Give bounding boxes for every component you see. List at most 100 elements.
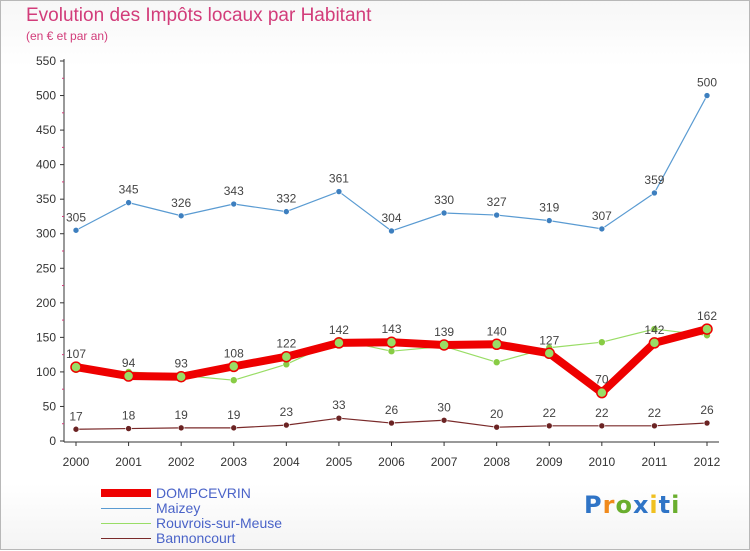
data-point	[175, 370, 187, 383]
x-tick-label: 2007	[431, 455, 458, 469]
data-label: 332	[276, 192, 296, 206]
data-label: 359	[644, 173, 664, 187]
data-point	[177, 424, 185, 432]
proxiti-logo: Proxiti	[584, 491, 680, 519]
y-tick-label: 400	[36, 158, 56, 172]
data-label: 139	[434, 325, 454, 339]
data-point	[283, 421, 290, 429]
data-point	[651, 189, 658, 197]
data-point	[388, 419, 395, 427]
data-point	[493, 211, 500, 219]
data-point	[335, 414, 343, 422]
data-label: 20	[490, 407, 504, 421]
data-label: 305	[66, 210, 86, 224]
data-point	[492, 358, 501, 367]
x-tick-label: 2003	[220, 455, 247, 469]
data-label: 140	[487, 324, 507, 338]
data-point	[125, 199, 132, 206]
y-tick-label: 200	[36, 296, 56, 310]
data-point	[177, 212, 185, 220]
data-label: 93	[174, 357, 188, 371]
data-label: 22	[595, 406, 609, 420]
x-tick-label: 2000	[63, 455, 90, 469]
data-label: 17	[69, 409, 83, 423]
data-point	[230, 424, 238, 432]
data-point	[230, 200, 238, 208]
data-point	[703, 92, 711, 99]
data-label: 19	[227, 408, 241, 422]
data-point	[703, 419, 711, 427]
data-point	[387, 347, 396, 355]
y-tick-label: 450	[36, 123, 56, 137]
data-label: 26	[385, 403, 399, 417]
data-point	[598, 338, 606, 347]
data-label: 319	[539, 201, 559, 215]
data-label: 107	[66, 347, 86, 361]
data-point	[701, 323, 713, 335]
logo-letter: P	[584, 491, 603, 519]
data-label: 22	[648, 406, 662, 420]
data-label: 307	[592, 209, 612, 223]
data-point	[545, 422, 553, 430]
data-point	[650, 325, 659, 333]
data-label: 18	[122, 409, 136, 423]
data-point	[440, 416, 448, 424]
data-point	[493, 423, 500, 431]
data-point	[385, 336, 398, 348]
data-label: 94	[122, 356, 136, 370]
data-label: 70	[595, 373, 609, 387]
data-point	[438, 339, 450, 351]
logo-letter: t	[658, 491, 672, 519]
logo-letter: r	[602, 491, 616, 519]
data-label: 23	[280, 405, 294, 419]
data-point	[596, 386, 608, 399]
y-tick-label: 550	[36, 54, 56, 68]
legend-label-maizey: Maizey	[156, 500, 201, 516]
legend-swatch-rouvrois	[101, 523, 151, 524]
data-label: 26	[700, 403, 714, 417]
y-tick-label: 300	[36, 227, 56, 241]
x-tick-label: 2012	[694, 455, 721, 469]
x-tick-label: 2008	[483, 455, 510, 469]
data-label: 326	[171, 196, 191, 210]
x-tick-label: 2002	[168, 455, 195, 469]
data-point	[388, 227, 395, 235]
data-point	[72, 425, 80, 433]
legend-swatch-dompcevrin	[101, 489, 151, 497]
y-tick-label: 250	[36, 261, 56, 275]
data-label: 122	[276, 337, 296, 351]
legend-label-dompcevrin: DOMPCEVRIN	[156, 485, 251, 501]
data-point	[228, 360, 240, 373]
data-label: 343	[224, 184, 244, 198]
data-label: 143	[381, 322, 401, 336]
x-tick-label: 2001	[115, 455, 142, 469]
data-point	[72, 226, 80, 234]
x-tick-label: 2004	[273, 455, 300, 469]
x-tick-label: 2010	[588, 455, 615, 469]
data-point	[125, 425, 132, 432]
data-label: 22	[543, 406, 557, 420]
legend-swatch-maizey	[101, 508, 151, 509]
x-tick-label: 2009	[536, 455, 563, 469]
data-point	[335, 188, 343, 195]
data-label: 345	[119, 183, 139, 197]
logo-letter: x	[632, 491, 650, 519]
data-point	[70, 361, 82, 373]
y-tick-label: 100	[36, 365, 56, 379]
data-label: 327	[487, 195, 507, 209]
data-label: 162	[697, 309, 717, 323]
data-point	[440, 209, 448, 217]
data-label: 19	[174, 408, 188, 422]
y-tick-label: 500	[36, 89, 56, 103]
data-label: 304	[381, 211, 401, 225]
data-point	[229, 376, 238, 385]
data-label: 142	[329, 323, 349, 337]
logo-letter: i	[649, 491, 659, 519]
logo-letter: o	[615, 491, 633, 519]
y-tick-label: 50	[43, 399, 57, 413]
x-tick-label: 2005	[326, 455, 353, 469]
legend-label-bannoncourt: Bannoncourt	[156, 530, 236, 546]
data-label: 108	[224, 346, 244, 360]
data-label: 142	[644, 323, 664, 337]
